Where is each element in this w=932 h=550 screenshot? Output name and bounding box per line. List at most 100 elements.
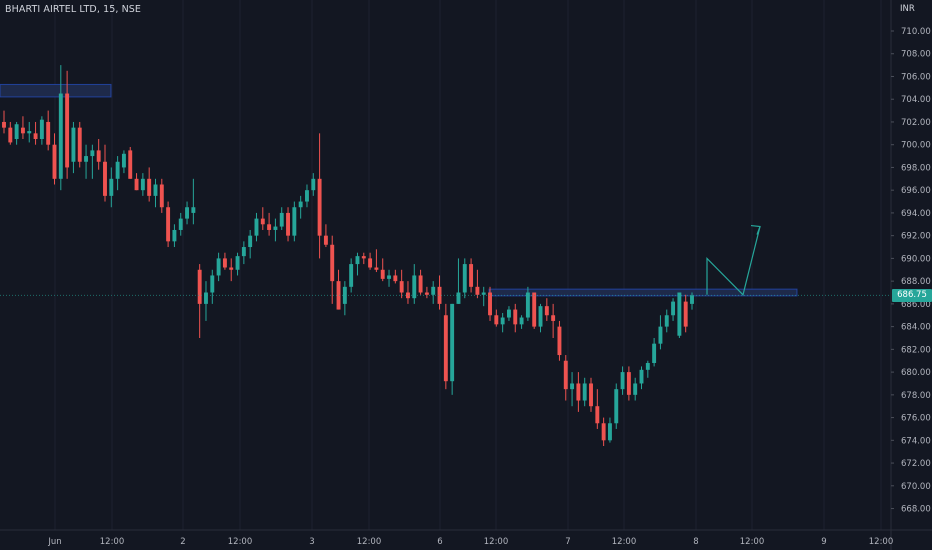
candle <box>235 252 240 276</box>
candle <box>513 303 518 333</box>
x-tick-label: 3 <box>309 537 314 547</box>
y-tick-label: 684.00 <box>901 323 931 333</box>
candle-body <box>115 161 120 179</box>
candle <box>84 144 89 179</box>
time-axis[interactable]: Jun 12:00 2 12:00 3 12:00 6 12:00 7 12:00 8 12:00 9 1… <box>0 529 932 547</box>
candle <box>210 269 215 304</box>
candle-body <box>166 207 171 242</box>
candle-body <box>90 150 95 157</box>
candle-body <box>349 264 354 287</box>
price-axis[interactable]: 710.00 708.00 706.00 704.00 702.00 700.00 698.… <box>890 0 931 550</box>
candle-body <box>204 292 208 304</box>
candle-body <box>652 343 657 364</box>
y-tick-label: 680.00 <box>901 368 931 378</box>
candle-body <box>8 127 13 143</box>
y-tick-label: 678.00 <box>901 391 931 401</box>
candle <box>393 269 398 284</box>
candle <box>147 167 152 202</box>
resistance-zone <box>0 83 112 98</box>
candle-body <box>248 235 253 248</box>
currency-label: INR <box>900 4 915 14</box>
candle-body <box>128 150 133 179</box>
candle <box>544 298 549 321</box>
candle-body <box>639 369 644 384</box>
candle <box>633 377 638 401</box>
candle-body <box>241 247 246 257</box>
candle <box>336 269 341 310</box>
candle <box>2 110 6 134</box>
candle-body <box>626 372 631 395</box>
candle-body <box>424 292 429 295</box>
candle <box>690 292 694 310</box>
projection-line <box>706 226 761 296</box>
candle-body <box>690 295 694 304</box>
candle <box>361 252 366 265</box>
y-tick-label: 694.00 <box>901 209 931 219</box>
y-tick-label: 682.00 <box>901 345 931 355</box>
candle <box>601 417 606 447</box>
candle <box>450 303 455 395</box>
candle-body <box>456 292 461 304</box>
candle-body <box>525 292 530 318</box>
candles <box>2 65 694 447</box>
x-tick-label: 2 <box>180 537 185 547</box>
candle-body <box>286 212 290 236</box>
candle <box>172 224 177 248</box>
candle <box>595 389 600 429</box>
candle <box>197 264 202 338</box>
candle <box>406 281 410 304</box>
candle-body <box>431 286 436 295</box>
candle-body <box>109 178 114 196</box>
candle <box>14 121 19 145</box>
candle <box>254 212 259 242</box>
y-tick-label: 702.00 <box>901 118 931 128</box>
candle <box>71 121 76 174</box>
candle-body <box>153 184 158 196</box>
candle-body <box>418 275 423 293</box>
y-tick-label: 688.00 <box>901 277 931 287</box>
candle-body <box>570 383 575 390</box>
candle-body <box>607 423 612 441</box>
candle-body <box>683 301 688 327</box>
candle-body <box>513 309 518 325</box>
x-tick-label: 12:00 <box>612 537 637 547</box>
candle <box>109 167 114 208</box>
x-tick-label: 12:00 <box>484 537 509 547</box>
candle-body <box>664 315 669 327</box>
candle-body <box>27 131 32 134</box>
candle-body <box>658 326 663 344</box>
candle <box>563 355 568 401</box>
candle-body <box>368 258 373 268</box>
candle <box>368 252 373 270</box>
candle <box>469 258 474 293</box>
candle <box>349 258 354 293</box>
candle-body <box>317 178 322 236</box>
candle <box>342 281 347 316</box>
y-tick-label: 708.00 <box>901 50 931 60</box>
candle <box>645 360 650 378</box>
zones <box>0 83 798 297</box>
candle-body <box>557 326 562 356</box>
candle <box>387 269 391 287</box>
candle-body <box>2 121 6 128</box>
candle <box>58 65 63 191</box>
candle <box>551 303 556 338</box>
candle <box>620 366 625 395</box>
candle <box>222 252 227 270</box>
candle-body <box>412 275 417 299</box>
candle-body <box>450 303 455 382</box>
candle <box>20 116 25 140</box>
y-tick-label: 700.00 <box>901 141 931 151</box>
candle <box>279 207 284 230</box>
candle <box>374 249 379 273</box>
candle <box>248 229 253 259</box>
candle <box>576 372 581 412</box>
candle-body <box>576 383 581 401</box>
candle-body <box>229 267 234 270</box>
y-tick-label: 698.00 <box>901 163 931 173</box>
candle-body <box>52 144 57 179</box>
candle-body <box>267 224 272 230</box>
candle-body <box>65 93 70 168</box>
